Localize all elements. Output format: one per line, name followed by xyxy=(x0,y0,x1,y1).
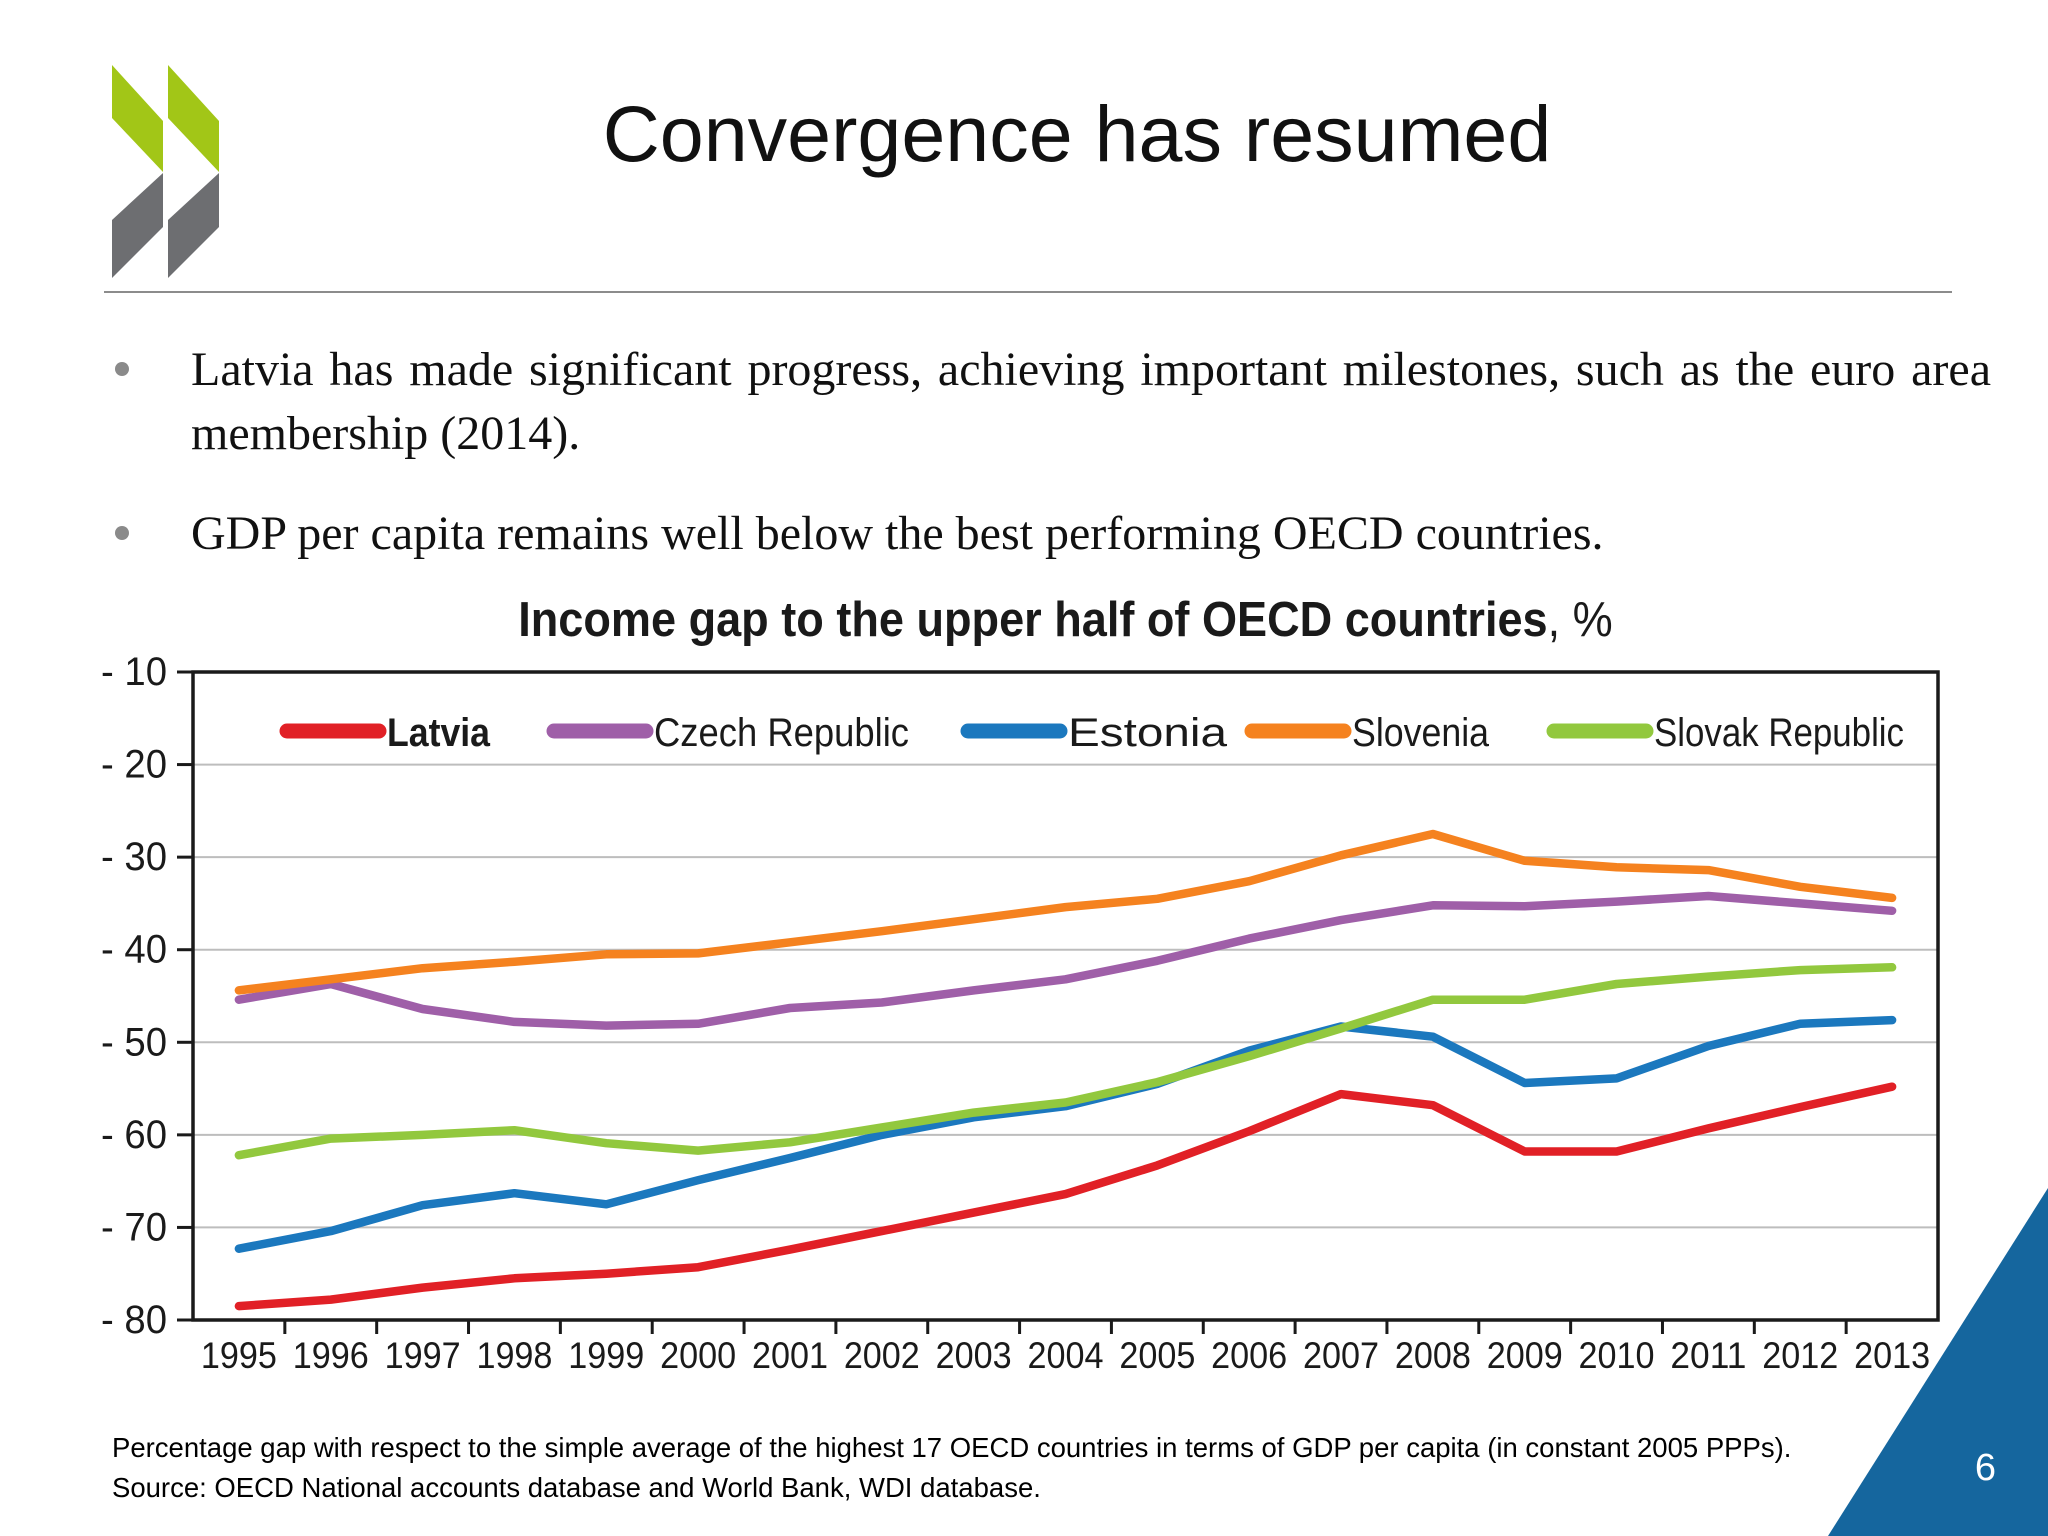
y-axis-label: - 70 xyxy=(101,1205,167,1249)
x-axis-label: 2011 xyxy=(1670,1335,1746,1376)
header-divider xyxy=(104,291,1952,293)
bullet-dot-icon xyxy=(115,362,129,376)
chart-title-main: Income gap to the upper half of OECD cou… xyxy=(518,593,1548,647)
bullet-item: GDP per capita remains well below the be… xyxy=(113,502,1991,566)
bullet-text: Latvia has made significant progress, ac… xyxy=(191,343,1991,460)
slide-title: Convergence has resumed xyxy=(602,89,1552,178)
bullet-dot-icon xyxy=(115,526,129,540)
x-axis-label: 1995 xyxy=(201,1335,277,1376)
chart-title-suffix: , % xyxy=(1547,593,1613,647)
x-axis-label: 2008 xyxy=(1395,1335,1471,1376)
x-axis-label: 2001 xyxy=(752,1335,828,1376)
series-line-slovak-republic xyxy=(234,963,1897,1160)
x-axis-label: 2007 xyxy=(1303,1335,1379,1376)
chart-title: Income gap to the upper half of OECD cou… xyxy=(263,592,1868,648)
y-axis-label: - 30 xyxy=(101,835,167,879)
page-number: 6 xyxy=(1974,1447,1996,1489)
series-line-czech-republic xyxy=(234,891,1897,1030)
legend-label-slovak-republic: Slovak Republic xyxy=(1654,711,1904,755)
logo-chevron1-gray xyxy=(112,173,163,278)
y-axis-label: - 50 xyxy=(101,1020,167,1064)
logo-chevron2-green xyxy=(168,65,219,172)
plot-border xyxy=(191,670,1940,1322)
y-axis-label: - 40 xyxy=(101,928,167,972)
legend-label-latvia: Latvia xyxy=(387,711,491,755)
x-axis-label: 2002 xyxy=(844,1335,920,1376)
x-axis-label: 1996 xyxy=(293,1335,369,1376)
footnote-line1: Percentage gap with respect to the simpl… xyxy=(112,1432,1792,1463)
x-axis-label: 2013 xyxy=(1854,1335,1930,1376)
bullet-text: GDP per capita remains well below the be… xyxy=(191,507,1604,560)
y-axis-label: - 80 xyxy=(101,1298,167,1342)
legend-label-slovenia: Slovenia xyxy=(1352,711,1490,755)
x-axis-label: 2005 xyxy=(1119,1335,1195,1376)
x-axis-label: 2012 xyxy=(1762,1335,1838,1376)
y-axis-label: - 60 xyxy=(101,1113,167,1157)
footnote: Percentage gap with respect to the simpl… xyxy=(112,1428,1872,1508)
x-axis-label: 1999 xyxy=(568,1335,644,1376)
x-axis-label: 1998 xyxy=(476,1335,552,1376)
legend-label-czech-republic: Czech Republic xyxy=(654,711,909,755)
x-axis-label: 2003 xyxy=(936,1335,1012,1376)
y-axis-label: - 10 xyxy=(101,650,167,694)
x-axis-label: 2010 xyxy=(1579,1335,1655,1376)
series-line-slovenia xyxy=(234,829,1897,995)
logo-chevron2-gray xyxy=(168,173,219,278)
x-axis-label: 2006 xyxy=(1211,1335,1287,1376)
bullet-list: Latvia has made significant progress, ac… xyxy=(113,338,1991,566)
x-axis-label: 2004 xyxy=(1028,1335,1104,1376)
logo-chevron1-green xyxy=(112,65,163,172)
footnote-line2: Source: OECD National accounts database … xyxy=(112,1472,1041,1503)
x-axis-label: 2000 xyxy=(660,1335,736,1376)
bullet-item: Latvia has made significant progress, ac… xyxy=(113,338,1991,466)
x-axis-label: 1997 xyxy=(385,1335,461,1376)
y-axis-label: - 20 xyxy=(101,743,167,787)
oecd-chevrons-logo xyxy=(112,65,219,278)
x-axis-label: 2009 xyxy=(1487,1335,1563,1376)
legend-label-estonia: Estonia xyxy=(1068,711,1228,755)
series-line-latvia xyxy=(234,1082,1897,1311)
